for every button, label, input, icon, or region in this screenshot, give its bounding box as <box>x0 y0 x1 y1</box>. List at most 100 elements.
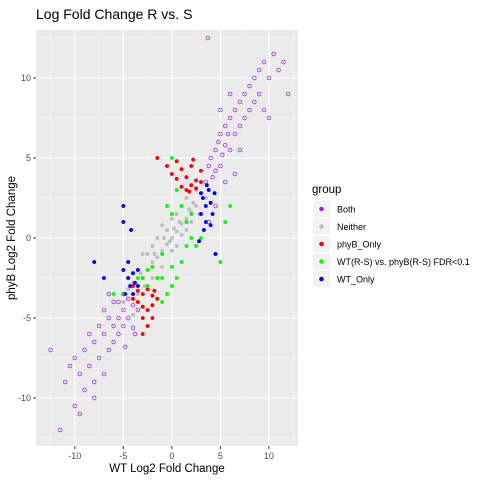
data-point <box>145 324 150 329</box>
data-point <box>286 91 291 97</box>
data-point <box>213 168 218 174</box>
data-point <box>169 235 174 240</box>
data-point <box>189 219 194 224</box>
data-point <box>140 316 145 321</box>
data-point <box>126 260 131 265</box>
data-point <box>162 235 167 240</box>
data-point <box>242 91 247 97</box>
data-point <box>232 131 238 137</box>
data-point <box>96 355 102 361</box>
data-point <box>164 203 169 208</box>
data-point <box>67 363 73 369</box>
data-point <box>92 260 97 265</box>
data-point <box>123 292 128 297</box>
data-point <box>206 187 211 192</box>
legend-item-label: phyB_Only <box>337 240 382 250</box>
data-point <box>232 171 238 177</box>
data-point <box>184 195 189 200</box>
data-point <box>222 123 228 129</box>
data-point <box>48 347 53 353</box>
data-point <box>169 264 174 269</box>
data-point <box>150 303 155 308</box>
data-point <box>197 239 202 244</box>
data-point <box>203 219 208 224</box>
data-point <box>126 276 131 281</box>
data-point <box>62 379 68 385</box>
data-point <box>77 411 82 417</box>
data-point <box>91 395 97 401</box>
data-point <box>129 227 134 232</box>
data-point <box>101 307 107 313</box>
y-tick-label: 0 <box>26 233 31 243</box>
data-point <box>72 355 78 361</box>
legend-items: Both Neither phyB_Only WT(R-S) vs. phyB(R-S… <box>313 201 470 287</box>
axes: -10 -5 0 5 10 -10 -5 0 5 10 <box>18 73 274 461</box>
data-point <box>121 203 126 208</box>
data-point <box>227 115 233 121</box>
data-point <box>194 178 199 183</box>
data-point <box>131 312 136 317</box>
data-point <box>198 211 203 216</box>
data-point <box>135 307 141 313</box>
data-point <box>261 107 267 113</box>
y-tick-label: -5 <box>23 313 31 323</box>
data-point <box>145 268 150 273</box>
data-point <box>155 155 160 160</box>
data-point <box>179 167 184 172</box>
data-point <box>138 271 143 276</box>
data-point <box>198 168 203 173</box>
data-point <box>174 229 179 234</box>
x-tick-label: -5 <box>119 451 127 461</box>
data-point <box>266 75 272 81</box>
data-point <box>135 276 140 281</box>
data-point <box>87 363 92 369</box>
legend-item-label: WT(R-S) vs. phyB(R-S) FDR<0.1 <box>337 257 470 267</box>
data-point <box>174 187 179 192</box>
data-point <box>130 325 136 330</box>
data-points <box>48 35 291 433</box>
data-point <box>194 243 199 248</box>
data-point <box>145 308 150 313</box>
grid <box>36 30 298 446</box>
legend-title: group <box>312 184 341 196</box>
data-point <box>179 203 184 208</box>
data-point <box>218 163 223 169</box>
data-point <box>227 147 233 153</box>
legend: group Both Neither phyB_Only WT(R-S) vs. ph… <box>312 184 470 287</box>
x-axis-label: WT Log2 Fold Change <box>109 463 225 475</box>
data-point <box>125 315 131 321</box>
data-point <box>213 147 218 153</box>
data-point <box>164 227 169 232</box>
data-point <box>184 219 189 224</box>
data-point <box>160 300 165 305</box>
data-point <box>216 139 221 145</box>
data-point <box>167 239 172 244</box>
data-point <box>106 291 112 297</box>
data-point <box>116 331 121 337</box>
data-point <box>111 292 116 297</box>
data-point <box>187 207 192 212</box>
data-point <box>206 163 211 169</box>
data-point <box>174 176 179 181</box>
legend-key-marker <box>319 224 324 229</box>
data-point <box>152 251 157 256</box>
data-point <box>164 242 169 247</box>
data-point <box>91 379 97 385</box>
data-point <box>121 219 126 224</box>
data-point <box>189 163 194 168</box>
data-point <box>140 292 145 297</box>
data-point <box>152 288 157 293</box>
data-point <box>82 347 87 353</box>
data-point <box>135 288 140 293</box>
data-point <box>222 142 228 148</box>
chart-title: Log Fold Change R vs. S <box>36 6 192 22</box>
data-point <box>205 35 211 41</box>
data-point <box>125 296 131 302</box>
data-point <box>126 287 131 292</box>
data-point <box>82 387 87 393</box>
legend-item-label: Neither <box>337 222 366 232</box>
data-point <box>210 174 215 180</box>
data-point <box>213 251 218 256</box>
data-point <box>271 51 276 57</box>
